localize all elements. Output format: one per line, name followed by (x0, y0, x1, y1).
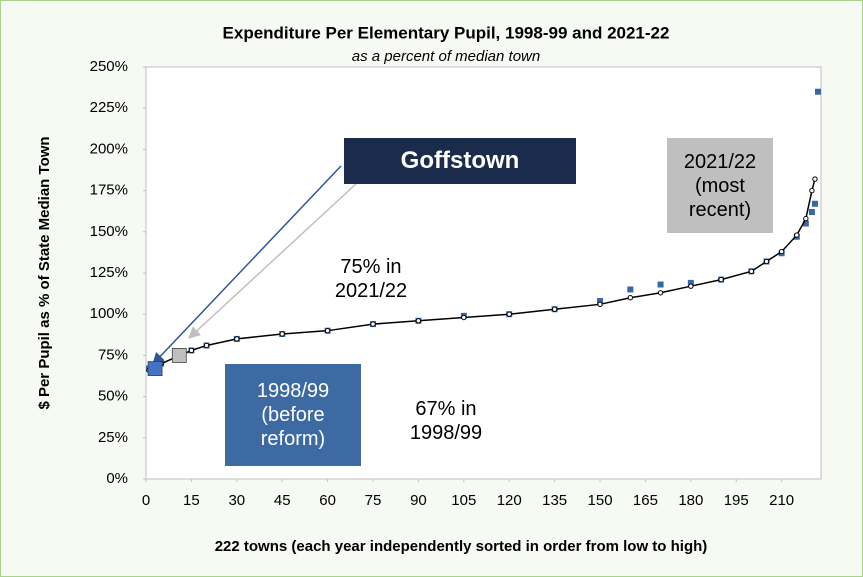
point (627, 295, 634, 301)
arrow (152, 165, 342, 365)
point (461, 314, 467, 321)
y-axis-label: $ Per Pupil as % of State Median Town (36, 136, 53, 409)
series-label: 1998/99 (before reform) (225, 364, 361, 466)
point (803, 215, 809, 222)
point (597, 301, 603, 308)
x-axis-label: 222 towns (each year independently sorte… (215, 538, 708, 555)
y-tick-label: 50% (98, 388, 128, 405)
x-tick-label: 105 (451, 492, 476, 509)
x-tick-label: 120 (497, 492, 522, 509)
x-tick-label: 195 (724, 492, 749, 509)
point (808, 209, 815, 216)
x-tick-label: 15 (183, 492, 200, 509)
arrow (188, 182, 358, 339)
point (203, 342, 210, 349)
highlight-point (147, 361, 163, 376)
point (188, 347, 195, 354)
point (687, 279, 694, 286)
annotation: 67% in 1998/99 (386, 395, 506, 447)
y-tick-label: 250% (90, 58, 128, 75)
y-tick-label: 75% (98, 346, 128, 363)
point (657, 290, 664, 296)
point (279, 331, 285, 337)
point (627, 286, 634, 293)
highlight-point (171, 347, 187, 363)
x-tick-label: 135 (542, 492, 567, 509)
point (763, 258, 770, 265)
chart-title: Expenditure Per Elementary Pupil, 1998-9… (223, 23, 670, 42)
x-tick-label: 0 (142, 492, 150, 509)
point (811, 200, 818, 207)
point (657, 281, 664, 288)
point (812, 176, 818, 182)
annotation: 75% in 2021/22 (311, 253, 431, 305)
x-tick-label: 180 (678, 492, 703, 509)
point (718, 276, 724, 283)
x-tick-label: 165 (633, 492, 658, 509)
series-label: 2021/22 (most recent) (667, 138, 773, 233)
y-tick-label: 100% (90, 305, 128, 322)
point (506, 311, 512, 317)
point (778, 248, 785, 255)
x-tick-label: 90 (410, 492, 427, 509)
y-tick-label: 200% (90, 140, 128, 157)
chart-subtitle: as a percent of median town (352, 48, 540, 65)
point (814, 88, 821, 95)
point (794, 232, 800, 238)
y-tick-label: 25% (98, 429, 128, 446)
point (748, 268, 755, 275)
y-tick-label: 225% (90, 99, 128, 116)
point (234, 336, 240, 342)
x-tick-label: 150 (588, 492, 613, 509)
y-tick-label: 0% (106, 470, 128, 487)
y-tick-label: 150% (90, 223, 128, 240)
x-tick-label: 60 (319, 492, 336, 509)
y-tick-label: 125% (90, 264, 128, 281)
x-tick-label: 45 (274, 492, 291, 509)
annotation-box: Goffstown (344, 138, 576, 184)
point (688, 283, 694, 289)
point (551, 306, 558, 312)
point (324, 327, 331, 334)
point (802, 220, 809, 227)
y-tick-label: 175% (90, 182, 128, 199)
x-tick-label: 210 (769, 492, 794, 509)
x-tick-label: 75 (365, 492, 382, 509)
point (597, 298, 604, 305)
point (415, 318, 422, 324)
point (809, 187, 815, 194)
point (370, 321, 376, 327)
x-tick-label: 30 (228, 492, 245, 509)
